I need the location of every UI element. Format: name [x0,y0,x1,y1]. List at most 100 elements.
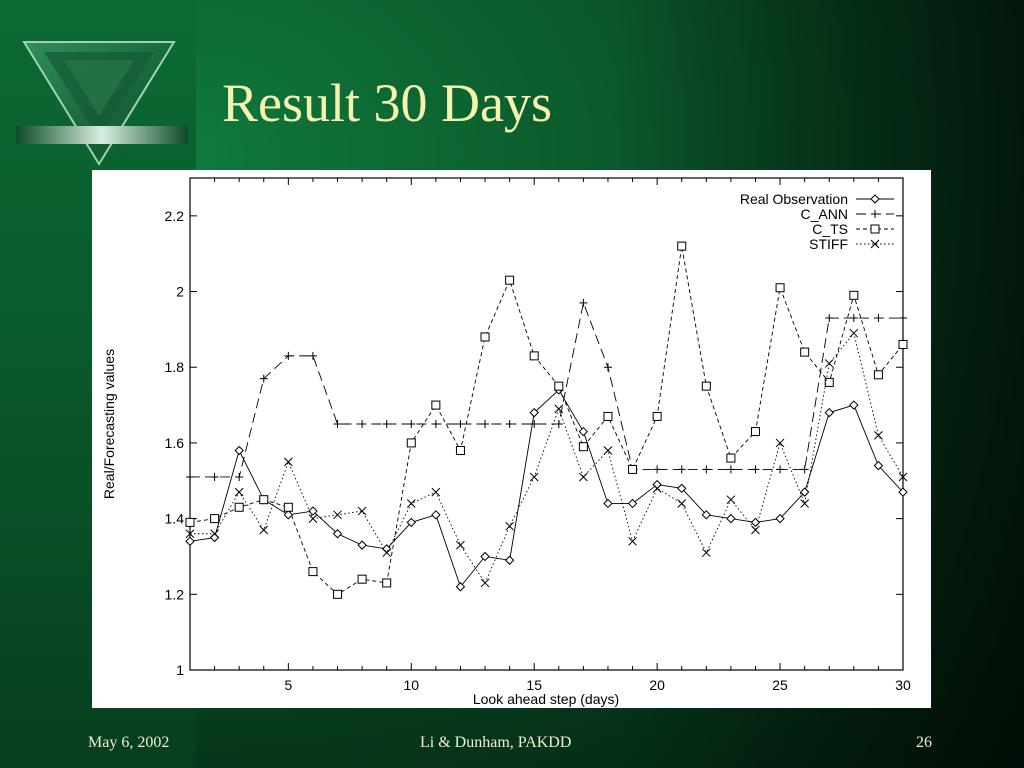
data-point-c-ann [677,465,686,474]
data-point-stiff [824,359,834,368]
data-point-stiff [874,431,883,440]
data-point-real-observation [332,529,343,539]
data-point-c-ts [234,502,244,512]
data-point-stiff [308,514,318,523]
data-point-c-ann [554,420,563,428]
y-tick-label: 1.2 [165,586,185,602]
series-c-ann [186,298,907,481]
data-point-c-ts [333,589,343,599]
data-point-c-ts [283,502,293,512]
data-point-stiff [898,472,908,482]
data-point-stiff [677,499,687,508]
slide-title: Result 30 Days [222,73,552,133]
data-point-stiff [701,548,711,558]
data-point-real-observation [726,513,736,524]
data-point-real-observation [701,510,712,520]
data-point-c-ts [431,400,441,410]
data-point-c-ts [701,381,711,391]
data-point-c-ann [259,374,268,383]
data-point-c-ts [455,445,465,455]
data-point-c-ann [210,472,219,481]
series-c-ts [185,241,908,599]
data-point-c-ts [628,464,638,474]
x-tick-label: 25 [772,677,788,693]
data-point-stiff [185,529,195,539]
data-point-stiff [480,578,490,588]
data-point-stiff [431,487,441,497]
data-point-real-observation [849,400,859,410]
data-point-c-ann [284,351,293,360]
data-point-c-ann [505,420,514,428]
green-inverted-triangle-icon [16,41,188,166]
data-point-c-ts [849,290,859,300]
data-point-stiff [406,499,416,508]
data-point-real-observation [529,407,539,418]
data-point-c-ts [824,377,834,387]
data-point-real-observation [234,445,244,456]
data-point-c-ann [407,420,416,428]
data-point-c-ts [578,442,588,452]
footer-date: May 6, 2002 [88,734,170,751]
data-point-c-ts [505,275,515,285]
line-chart: 1 1.2 1.4 1.6 1.8 2 2.2 5 10 15 20 25 30 Real Obser… [101,177,911,707]
data-point-c-ts [554,381,564,391]
data-point-c-ann [456,420,465,428]
data-point-stiff [505,521,514,531]
data-point-stiff [456,540,465,550]
data-point-c-ts [726,453,736,463]
legend-label-c-ann: C_ANN [801,206,848,222]
data-point-stiff [579,472,588,482]
x-tick-label: 10 [403,677,419,693]
data-point-stiff [234,487,244,497]
data-point-c-ts [357,574,367,584]
data-point-c-ann [481,420,490,428]
data-point-stiff [726,495,736,505]
data-point-stiff [800,499,810,508]
data-point-c-ann [579,298,588,307]
data-point-c-ts [210,514,220,524]
data-point-c-ann [899,314,907,323]
data-point-c-ts [529,351,539,361]
data-point-c-ann [825,314,834,323]
data-point-real-observation [898,487,908,497]
data-point-stiff [283,457,293,467]
data-point-stiff [652,483,662,493]
data-point-c-ts [652,411,662,421]
y-tick-label: 2.2 [165,208,185,224]
data-point-c-ts [480,332,490,342]
data-point-c-ann [308,351,317,360]
x-tick-label: 5 [284,677,292,693]
data-point-stiff [259,525,269,535]
data-point-c-ann [235,472,244,481]
footer-author: Li & Dunham, PAKDD [420,734,572,751]
data-point-stiff [357,506,367,516]
series-real-observation [185,385,908,592]
data-point-c-ts [406,438,416,448]
data-point-real-observation [627,498,638,509]
data-point-stiff [603,446,613,455]
data-point-real-observation [578,426,589,437]
data-point-real-observation [480,551,490,562]
y-axis-ticks: 1 1.2 1.4 1.6 1.8 2 2.2 [165,208,903,678]
data-point-c-ts [603,411,613,421]
data-point-real-observation [357,540,367,550]
data-point-real-observation [504,555,515,565]
legend-label-real-observation: Real Observation [740,191,848,207]
data-point-real-observation [209,532,220,543]
legend-marker-c-ann [871,210,879,218]
data-point-stiff [775,438,785,448]
data-point-stiff [554,404,564,414]
series-line-stiff [190,332,904,584]
data-point-c-ts [308,567,318,577]
legend-marker-c-ts [870,224,880,234]
data-point-c-ann [382,420,391,428]
data-point-c-ts [775,283,785,293]
series-stiff [185,328,908,588]
data-point-c-ann [874,314,883,323]
data-point-c-ann [726,465,735,474]
data-point-real-observation [185,536,195,547]
data-point-c-ann [653,465,662,474]
data-point-stiff [849,328,859,338]
data-point-stiff [628,536,637,546]
